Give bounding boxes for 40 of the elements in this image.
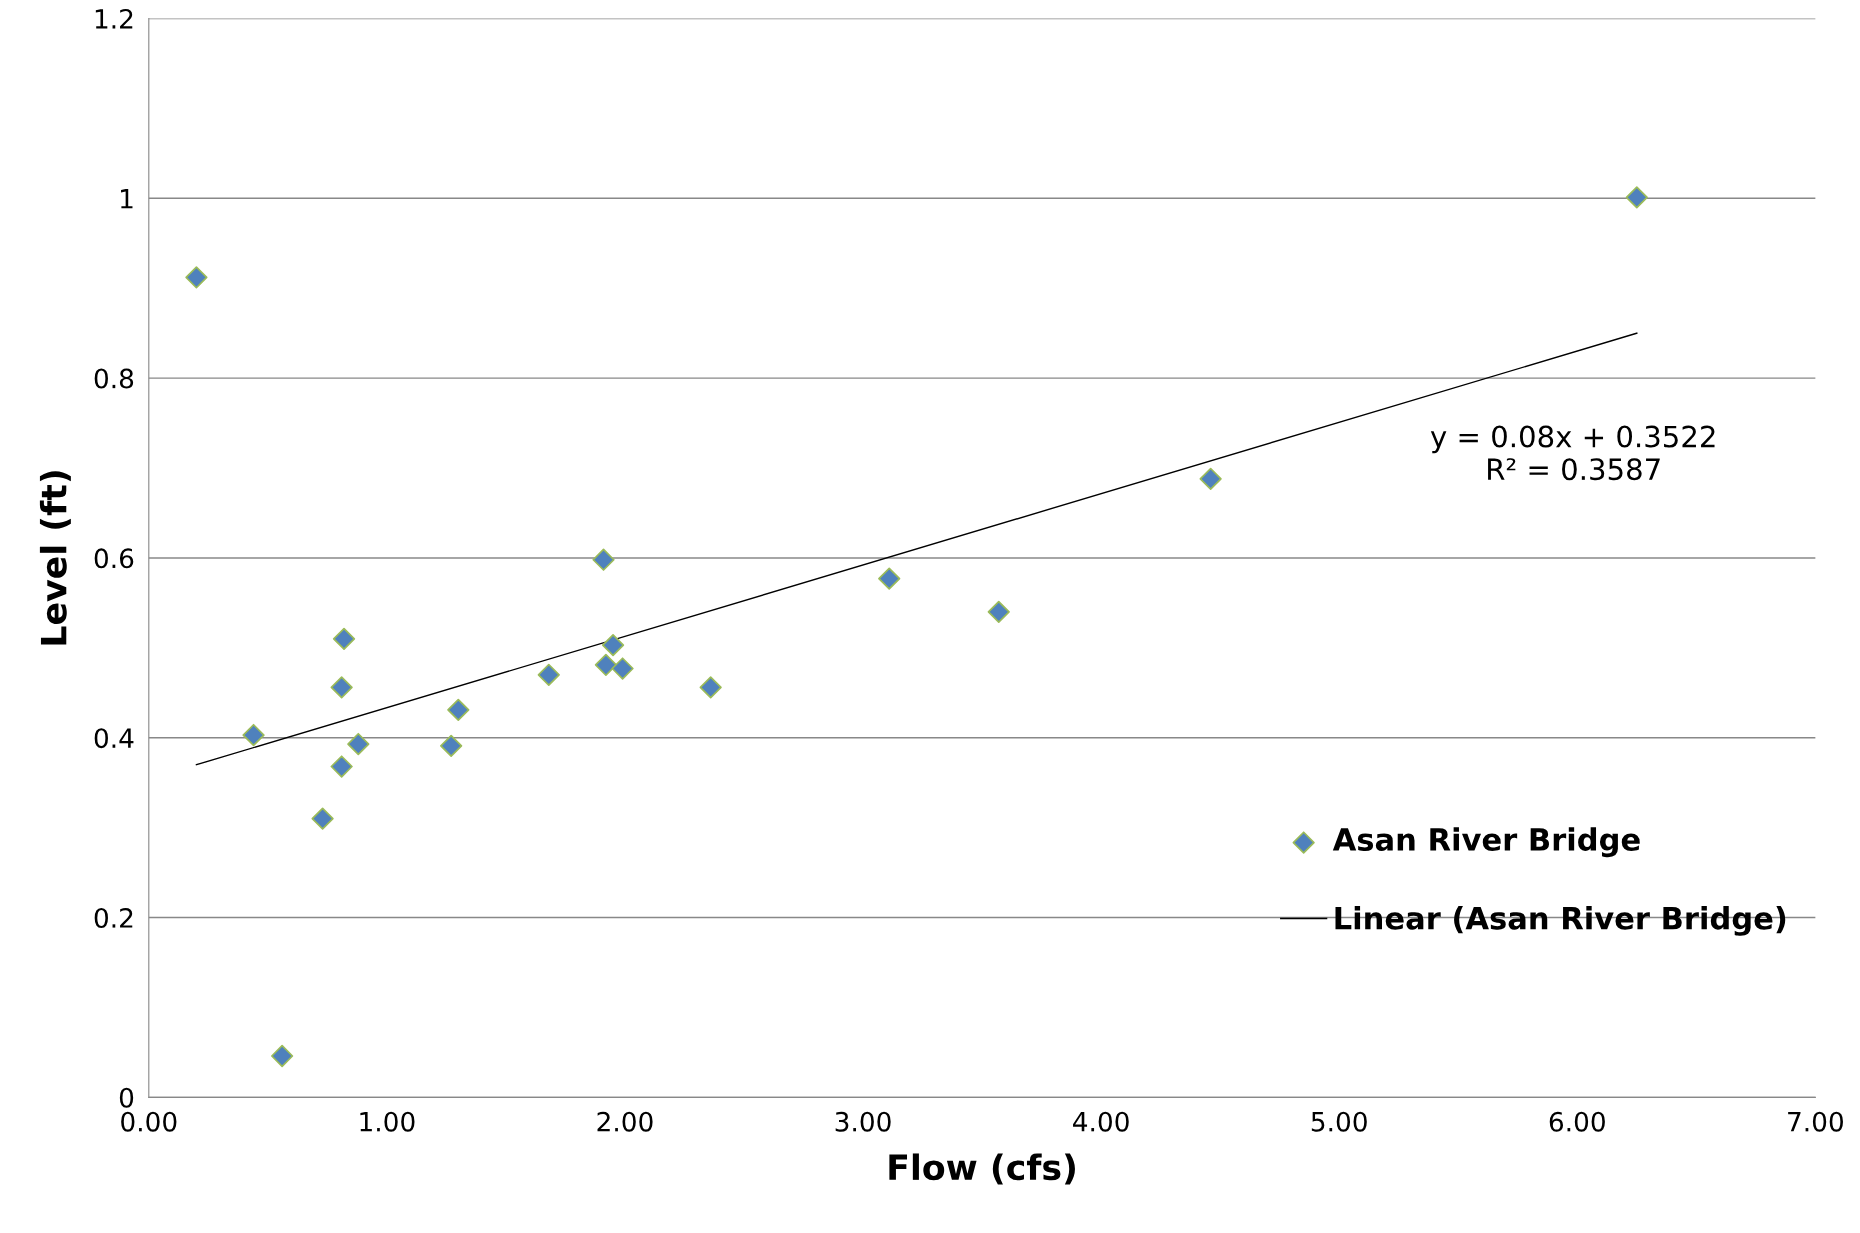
legend-label: Linear (Asan River Bridge) [1335, 906, 1786, 936]
x-tick-label: 0.00 [121, 1111, 177, 1132]
x-tick-label: 1.00 [360, 1111, 415, 1132]
point [594, 653, 618, 677]
point [987, 600, 1010, 624]
point [440, 734, 463, 757]
point [601, 634, 625, 657]
y-axis-title: Level (ft) [39, 471, 71, 645]
y-tick-label: 0.4 [94, 728, 134, 749]
point [699, 676, 722, 699]
point [242, 723, 265, 747]
x-axis-title: Flow (cfs) [889, 1153, 1075, 1185]
x-tick-label: 2.00 [597, 1111, 653, 1132]
point [611, 657, 634, 680]
point [1625, 186, 1648, 209]
x-tick-label: 3.00 [835, 1111, 891, 1132]
y-tick-label: 0.6 [94, 548, 134, 569]
y-tick-label: 1 [121, 189, 133, 209]
point [447, 698, 470, 722]
point [330, 676, 353, 699]
point [270, 1044, 294, 1068]
x-tick-label: 4.00 [1073, 1111, 1129, 1132]
y-tick-label: 0.2 [94, 908, 133, 928]
x-tick-label: 5.00 [1311, 1111, 1367, 1132]
annotation: y = 0.08x + 0.3522 R² = 0.3587 [1430, 425, 1715, 481]
point [592, 548, 615, 571]
y-tick-label: 1.2 [95, 8, 133, 29]
x-tick-label: 6.00 [1549, 1111, 1605, 1132]
point [330, 755, 353, 778]
point [537, 663, 560, 686]
point [185, 266, 208, 289]
y-tick-label: 0 [119, 1087, 134, 1108]
point [332, 627, 356, 650]
point [311, 807, 334, 830]
legend-label: Asan River Bridge [1332, 827, 1640, 858]
point [1199, 467, 1222, 490]
y-tick-label: 0.8 [94, 368, 134, 389]
point [878, 567, 901, 590]
x-tick-label: 7.00 [1788, 1111, 1843, 1132]
point [347, 732, 370, 756]
